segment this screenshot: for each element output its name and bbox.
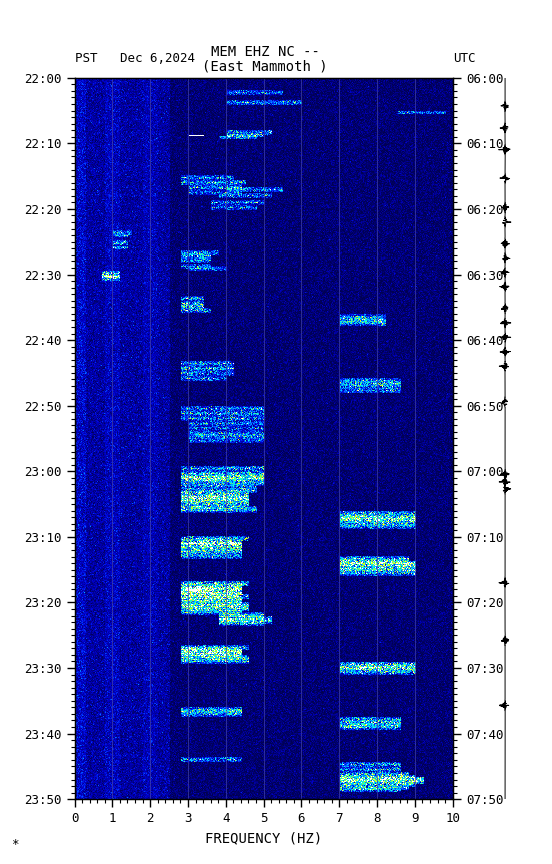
Text: *: *: [11, 838, 19, 851]
Text: (East Mammoth ): (East Mammoth ): [202, 60, 328, 73]
Text: PST   Dec 6,2024: PST Dec 6,2024: [75, 52, 194, 66]
Text: UTC: UTC: [453, 52, 475, 66]
X-axis label: FREQUENCY (HZ): FREQUENCY (HZ): [205, 831, 322, 845]
Text: MEM EHZ NC --: MEM EHZ NC --: [210, 45, 320, 59]
